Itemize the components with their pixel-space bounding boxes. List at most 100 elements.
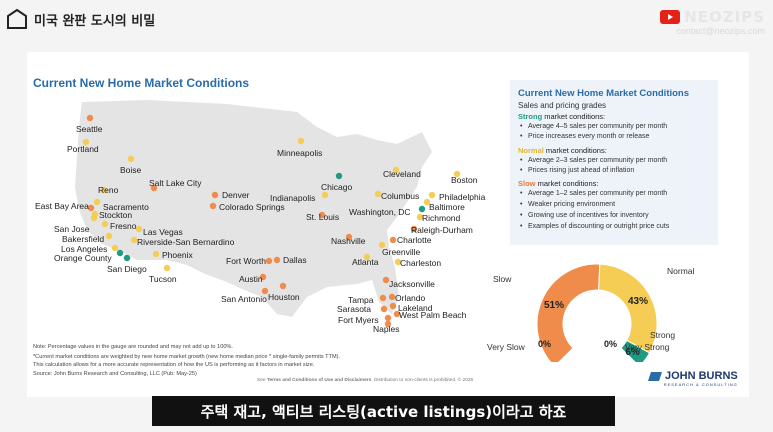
city-label-dallas: Dallas: [283, 255, 307, 265]
bullet-icon: •: [520, 133, 523, 140]
terms-link[interactable]: Terms and Conditions of Use and Disclaim…: [266, 378, 372, 383]
logo-sub: RESEARCH & CONSULTING: [663, 382, 738, 387]
city-dot-portland: [82, 138, 90, 146]
slide: Seattle Portland Boise Minneapolis Salt Lake…: [27, 52, 749, 397]
legend-subtitle: Sales and pricing grades: [518, 101, 607, 110]
city-label-baltimore: Baltimore: [429, 202, 465, 212]
city-label-jacksonville: Jacksonville: [389, 279, 435, 289]
gauge-value-slow: 51%: [544, 300, 564, 311]
city-dot-tampa: [379, 294, 387, 302]
city-dot-orange-county: [116, 249, 124, 257]
city-dot-naples: [384, 320, 392, 328]
normal-heading: Normal market conditions:: [518, 146, 607, 155]
city-label-lakeland: Lakeland: [398, 303, 433, 313]
slow-item: Examples of discounting or outright pric…: [528, 223, 670, 230]
strong-rest: market conditions:: [542, 112, 606, 121]
city-label-philadelphia: Philadelphia: [439, 192, 486, 202]
house-icon: [7, 8, 27, 29]
city-dot-san-antonio: [261, 287, 269, 295]
normal-rest: market conditions:: [543, 146, 607, 155]
city-dot-minneapolis: [297, 137, 305, 145]
city-dot-washington-dc: [418, 205, 426, 213]
city-label-sacramento: Sacramento: [103, 202, 149, 212]
slow-item: Average 1–2 sales per community per mont…: [528, 190, 668, 197]
bullet-icon: •: [520, 157, 523, 164]
city-label-fort-myers: Fort Myers: [338, 315, 379, 325]
gauge-segment-slow: [536, 263, 601, 362]
city-label-stockton: Stockton: [99, 210, 133, 220]
city-label-denver: Denver: [222, 190, 250, 200]
city-label-charleston: Charleston: [400, 258, 442, 268]
gauge-segment-strong: [620, 339, 651, 362]
city-dot-sarasota: [380, 305, 388, 313]
bullet-icon: •: [520, 201, 523, 208]
bullet-icon: •: [520, 190, 523, 197]
footer-note: See Terms and Conditions of Use and Disc…: [257, 378, 473, 383]
city-label-portland: Portland: [67, 144, 99, 154]
city-dot-fresno: [101, 220, 109, 228]
city-label-salt-lake-city: Salt Lake City: [149, 178, 202, 188]
city-label-reno: Reno: [98, 185, 119, 195]
strong-heading: Strong market conditions:: [518, 112, 605, 121]
city-label-bakersfield: Bakersfield: [62, 234, 105, 244]
city-label-seattle: Seattle: [76, 124, 103, 134]
city-dot-west-palm-beach: [393, 310, 401, 318]
city-dot-bakersfield: [105, 232, 113, 240]
city-dot-seattle: [86, 114, 94, 122]
gauge-value-strong: 6%: [625, 347, 640, 358]
city-dot-indianapolis: [321, 191, 329, 199]
legend-title: Current New Home Market Conditions: [518, 88, 690, 99]
gauge-label-very-strong: 0%: [604, 339, 618, 349]
city-dot-jacksonville: [382, 276, 390, 284]
logo-name: JOHN BURNS: [665, 370, 738, 382]
video-title-text: 미국 완판 도시의 비밀: [34, 13, 156, 29]
city-label-atlanta: Atlanta: [352, 257, 379, 267]
bullet-icon: •: [520, 223, 523, 230]
city-label-orange-county: Orange County: [54, 253, 112, 263]
city-label-riverside-san-bernardino: Riverside-San Bernardino: [137, 237, 235, 247]
city-label-richmond: Richmond: [422, 213, 461, 223]
city-dot-tucson: [163, 264, 171, 272]
city-label-nashville: Nashville: [331, 236, 366, 246]
city-dot-fort-worth: [265, 257, 273, 265]
normal-item: Prices rising just ahead of inflation: [528, 167, 635, 174]
city-dot-los-angeles: [111, 244, 119, 252]
city-label-colorado-springs: Colorado Springs: [219, 202, 285, 212]
gauge-word-strong: Strong: [650, 330, 676, 340]
city-label-boston: Boston: [451, 175, 478, 185]
market-gauge: 51% 43% 6%: [536, 263, 658, 362]
city-label-chicago: Chicago: [321, 182, 353, 192]
note-line: Note: Percentage values in the gauge are…: [33, 344, 233, 350]
legend-box: Current New Home Market Conditions Sales…: [510, 80, 718, 245]
city-label-cleveland: Cleveland: [383, 169, 421, 179]
city-dot-salt-lake-city: [150, 184, 158, 192]
city-dot-nashville: [345, 233, 353, 241]
city-label-greenville: Greenville: [382, 247, 421, 257]
bullet-icon: •: [520, 212, 523, 219]
gauge-word-very-slow: Very Slow: [487, 342, 525, 352]
city-label-phoenix: Phoenix: [162, 250, 193, 260]
city-label-boise: Boise: [120, 165, 142, 175]
john-burns-logo: JOHN BURNS RESEARCH & CONSULTING: [648, 370, 738, 387]
note-line: This calculation allows for a more accur…: [33, 362, 315, 368]
bullet-icon: •: [520, 123, 523, 130]
city-dot-boise: [127, 155, 135, 163]
city-dot-columbus: [374, 190, 382, 198]
normal-word: Normal: [518, 146, 544, 155]
us-map-shape: [75, 100, 432, 317]
slow-item: Weaker pricing environment: [528, 201, 616, 208]
city-dot-dallas: [273, 256, 281, 264]
city-label-tucson: Tucson: [149, 274, 177, 284]
video-title: 미국 완판 도시의 비밀: [6, 8, 155, 30]
city-dot-houston: [279, 282, 287, 290]
brand-name: NEOZIPS: [684, 8, 765, 26]
city-label-columbus: Columbus: [381, 191, 420, 201]
youtube-icon[interactable]: [660, 10, 681, 24]
city-label-tampa: Tampa: [348, 295, 374, 305]
city-dot-san-diego: [123, 254, 131, 262]
city-label-los-angeles: Los Angeles: [61, 244, 108, 254]
city-label-san-diego: San Diego: [107, 264, 147, 274]
note-line: *Current market conditions are weighted …: [33, 354, 341, 360]
gauge-word-very-strong: Very Strong: [625, 342, 670, 352]
slow-item: Growing use of incentives for inventory: [528, 212, 649, 219]
